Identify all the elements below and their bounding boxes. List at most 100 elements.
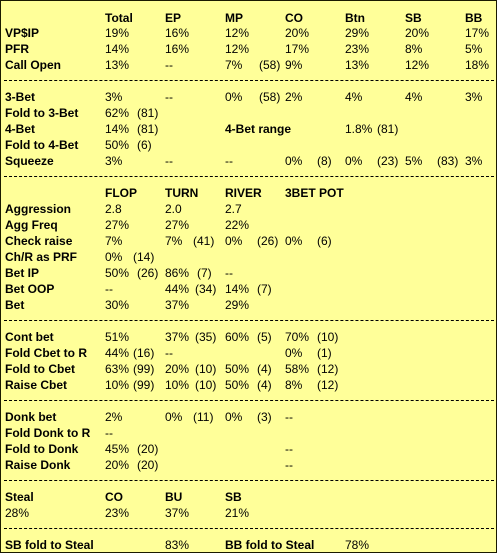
raise-cbet-flop-count: (99) [133, 378, 155, 392]
cont-bet-3bet-pot: 70% [285, 330, 310, 344]
vpip-total: 19% [105, 26, 130, 40]
check-raise-turn-count: (41) [193, 234, 215, 248]
donk-bet-turn: 0% [165, 410, 183, 424]
fold-to-cbet-river-count: (4) [257, 362, 272, 376]
bet-label: Bet [5, 298, 25, 312]
header-river: RIVER [225, 186, 262, 200]
fold-to-4bet-label: Fold to 4-Bet [5, 138, 79, 152]
cont-bet-turn: 37% [165, 330, 190, 344]
vpip-btn: 29% [345, 26, 370, 40]
squeeze-btn: 0% [345, 154, 363, 168]
squeeze-co-count: (8) [317, 154, 332, 168]
bet-ip-turn: 86% [165, 266, 190, 280]
pfr-ep: 16% [165, 42, 190, 56]
aggression-label: Aggression [5, 202, 72, 216]
threebet-btn: 4% [345, 90, 363, 104]
call-open-total: 13% [105, 58, 130, 72]
agg-freq-flop: 27% [105, 218, 130, 232]
raise-cbet-flop: 10% [105, 378, 130, 392]
fold-to-donk-flop-count: (20) [137, 442, 159, 456]
fourbet-value: 14% [105, 122, 130, 136]
bb-fold-to-steal-label: BB fold to Steal [225, 538, 315, 552]
raise-donk-label: Raise Donk [5, 458, 71, 472]
squeeze-btn-count: (23) [377, 154, 399, 168]
call-open-mp: 7% [225, 58, 243, 72]
bet-ip-river: -- [225, 266, 233, 280]
threebet-label: 3-Bet [5, 90, 36, 104]
fold-cbet-to-r-turn: -- [165, 346, 173, 360]
raise-donk-flop-count: (20) [137, 458, 159, 472]
agg-freq-label: Agg Freq [5, 218, 58, 232]
chr-as-prf-flop-count: (14) [133, 250, 155, 264]
header-co: CO [285, 11, 303, 25]
threebet-sb: 4% [405, 90, 423, 104]
call-open-label: Call Open [5, 58, 62, 72]
squeeze-label: Squeeze [5, 154, 54, 168]
check-raise-river-count: (26) [257, 234, 279, 248]
squeeze-ep: -- [165, 154, 173, 168]
cont-bet-river-count: (5) [257, 330, 272, 344]
threebet-mp: 0% [225, 90, 243, 104]
aggression-river: 2.7 [225, 202, 242, 216]
fold-to-donk-flop: 45% [105, 442, 130, 456]
separator [4, 320, 494, 321]
separator [4, 176, 494, 177]
fold-cbet-to-r-flop-count: (16) [133, 346, 155, 360]
donk-bet-river: 0% [225, 410, 243, 424]
separator [4, 528, 494, 529]
raise-cbet-3bet-pot: 8% [285, 378, 303, 392]
bet-oop-label: Bet OOP [5, 282, 55, 296]
cont-bet-river: 60% [225, 330, 250, 344]
raise-donk-3bet-pot: -- [285, 458, 293, 472]
fold-to-donk-label: Fold to Donk [5, 442, 79, 456]
fold-to-3bet-value: 62% [105, 106, 130, 120]
steal-bu-value: 37% [165, 506, 190, 520]
pfr-bb: 5% [465, 42, 483, 56]
bet-oop-flop: -- [105, 282, 113, 296]
bet-ip-flop: 50% [105, 266, 130, 280]
bet-ip-label: Bet IP [5, 266, 40, 280]
fold-cbet-to-r-label: Fold Cbet to R [5, 346, 87, 360]
check-raise-3bet-pot-count: (6) [317, 234, 332, 248]
cont-bet-label: Cont bet [5, 330, 54, 344]
fourbet-range-count: (81) [377, 122, 399, 136]
call-open-btn: 13% [345, 58, 370, 72]
fold-cbet-to-r-flop: 44% [105, 346, 130, 360]
cont-bet-3bet-pot-count: (10) [317, 330, 339, 344]
pfr-mp: 12% [225, 42, 250, 56]
aggression-turn: 2.0 [165, 202, 182, 216]
vpip-label: VP$IP [5, 26, 40, 40]
separator [4, 80, 494, 81]
fold-cbet-to-r-3bet-pot-count: (1) [317, 346, 332, 360]
chr-as-prf-label: Ch/R as PRF [5, 250, 78, 264]
threebet-mp-count: (58) [259, 90, 281, 104]
fold-to-cbet-flop: 63% [105, 362, 130, 376]
fourbet-range-value: 1.8% [345, 122, 373, 136]
donk-bet-turn-count: (11) [193, 410, 214, 424]
fourbet-count: (81) [137, 122, 159, 136]
bet-flop: 30% [105, 298, 130, 312]
sb-fold-to-steal-label: SB fold to Steal [5, 538, 94, 552]
threebet-bb: 3% [465, 90, 483, 104]
fold-cbet-to-r-3bet-pot: 0% [285, 346, 303, 360]
pfr-sb: 8% [405, 42, 423, 56]
steal-total-value: 28% [5, 506, 30, 520]
threebet-ep: -- [165, 90, 173, 104]
bb-fold-to-steal-value: 78% [345, 538, 370, 552]
call-open-sb: 12% [405, 58, 430, 72]
threebet-co: 2% [285, 90, 303, 104]
bet-oop-river-count: (7) [257, 282, 272, 296]
threebet-total: 3% [105, 90, 123, 104]
check-raise-turn: 7% [165, 234, 183, 248]
pfr-label: PFR [5, 42, 29, 56]
call-open-bb: 18% [465, 58, 490, 72]
raise-cbet-label: Raise Cbet [5, 378, 68, 392]
cont-bet-flop: 51% [105, 330, 130, 344]
agg-freq-turn: 27% [165, 218, 190, 232]
fold-to-cbet-label: Fold to Cbet [5, 362, 75, 376]
fold-to-4bet-count: (6) [137, 138, 152, 152]
squeeze-bb: 3% [465, 154, 483, 168]
steal-co-value: 23% [105, 506, 130, 520]
pfr-co: 17% [285, 42, 310, 56]
